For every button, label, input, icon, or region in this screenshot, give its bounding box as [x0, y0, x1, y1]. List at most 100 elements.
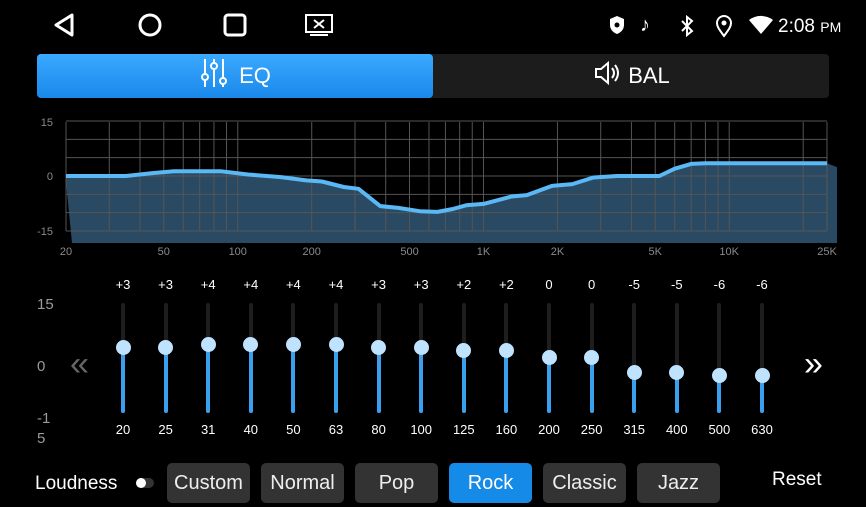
band-slider-knob[interactable] [626, 365, 642, 380]
band-slider-knob[interactable] [456, 343, 472, 359]
x-tick-label: 10K [719, 246, 739, 258]
band-slider-knob[interactable] [285, 337, 301, 353]
y-tick-label: -15 [37, 226, 53, 238]
toggle-knob [136, 478, 146, 488]
reset-button[interactable]: Reset [772, 469, 822, 490]
tab-eq[interactable]: EQ [37, 54, 433, 98]
back-button[interactable] [52, 12, 78, 45]
x-tick-label: 25K [817, 246, 837, 258]
band-slider-fill [419, 347, 424, 413]
equalizer-icon [199, 57, 233, 95]
speaker-icon [592, 58, 622, 94]
band-value: +2 [498, 277, 514, 292]
band-slider-fill [504, 350, 509, 413]
band-value: -5 [628, 277, 640, 292]
band-frequency: 20 [115, 422, 131, 437]
shield-icon [608, 14, 626, 42]
band-slider-knob[interactable] [584, 349, 600, 365]
band-value: +3 [371, 277, 386, 292]
location-icon [714, 14, 734, 44]
eq-response-graph: 15 0 -15 20 50 100 200 500 1K 2K 5K 10K 25K [37, 117, 837, 258]
band-frequency: 40 [243, 422, 259, 437]
tab-bar: EQ BAL [37, 54, 829, 98]
band-slider-fill [461, 350, 466, 413]
band-slider-knob[interactable] [669, 365, 685, 380]
wifi-icon [748, 14, 774, 42]
band-slider-knob[interactable] [158, 340, 174, 356]
x-tick-label: 5K [649, 246, 663, 258]
band-value: +4 [243, 277, 259, 292]
band-frequency: 250 [580, 422, 603, 437]
recents-button[interactable] [222, 12, 248, 45]
band-slider-fill [589, 357, 594, 413]
preset-classic-button[interactable]: Classic [543, 463, 626, 503]
y-tick-label: 0 [47, 171, 53, 183]
band-slider-knob[interactable] [754, 368, 770, 384]
band-slider-knob[interactable] [498, 343, 514, 359]
band-slider-knob[interactable] [711, 368, 727, 384]
band-value: +4 [285, 277, 301, 292]
band-value: -5 [671, 277, 683, 292]
band-slider-fill [717, 375, 722, 413]
band-slider-knob[interactable] [371, 340, 387, 356]
preset-normal-button[interactable]: Normal [261, 463, 344, 503]
band-frequency: 25 [158, 422, 173, 437]
band-frequency: 63 [328, 422, 344, 437]
band-frequency: 500 [708, 422, 731, 437]
band-slider-fill [376, 347, 381, 413]
band-slider-knob[interactable] [243, 337, 259, 353]
band-frequency: 80 [371, 422, 386, 437]
next-bands-button[interactable]: » [804, 345, 823, 383]
band-slider-fill [121, 347, 125, 413]
band-slider-knob[interactable] [328, 337, 344, 353]
band-slider-knob[interactable] [413, 340, 429, 356]
band-slider[interactable] [632, 303, 637, 413]
band-value: +4 [200, 277, 216, 292]
tab-bal-label: BAL [628, 63, 670, 88]
band-slider-fill [547, 357, 551, 413]
preset-pop-button[interactable]: Pop [355, 463, 438, 503]
home-button[interactable] [137, 12, 163, 45]
x-tick-label: 200 [303, 246, 321, 258]
y-tick-label: 15 [41, 117, 53, 129]
band-slider-fill [291, 344, 296, 413]
scale-mid: 0 [37, 358, 46, 375]
prev-bands-button[interactable]: « [70, 345, 89, 383]
band-slider-knob[interactable] [115, 340, 131, 356]
band-slider-fill [248, 344, 253, 413]
bluetooth-icon [678, 14, 696, 44]
band-frequency: 400 [665, 422, 688, 437]
preset-jazz-button[interactable]: Jazz [637, 463, 720, 503]
band-slider[interactable] [760, 303, 764, 413]
band-value: +3 [158, 277, 173, 292]
preset-rock-button[interactable]: Rock [449, 463, 532, 503]
x-tick-label: 1K [477, 246, 491, 258]
band-value: +3 [413, 277, 429, 292]
band-value: 0 [587, 277, 596, 292]
band-frequency: 125 [452, 422, 475, 437]
screen-icon[interactable] [304, 12, 334, 45]
band-frequency: 160 [495, 422, 518, 437]
band-frequency: 31 [200, 422, 216, 437]
band-slider-knob[interactable] [541, 349, 557, 365]
preset-custom-button[interactable]: Custom [167, 463, 250, 503]
x-tick-label: 2K [551, 246, 565, 258]
scale-top: 15 [37, 296, 54, 313]
band-slider[interactable] [674, 303, 679, 413]
response-curve [66, 161, 827, 214]
band-frequency: 315 [623, 422, 646, 437]
x-tick-label: 20 [60, 246, 72, 258]
loudness-label: Loudness [35, 473, 118, 494]
band-slider-knob[interactable] [200, 337, 216, 353]
band-slider-fill [163, 347, 168, 413]
band-slider[interactable] [717, 303, 722, 413]
tab-bal[interactable]: BAL [433, 54, 829, 98]
scale-bottom-1: -1 [37, 410, 51, 427]
response-area [66, 163, 837, 243]
band-value: +3 [115, 277, 131, 292]
band-slider-fill [632, 372, 637, 413]
loudness-toggle[interactable] [136, 478, 154, 488]
band-value: -6 [756, 277, 768, 292]
band-frequency: 50 [286, 422, 301, 437]
band-slider-fill [674, 372, 679, 413]
